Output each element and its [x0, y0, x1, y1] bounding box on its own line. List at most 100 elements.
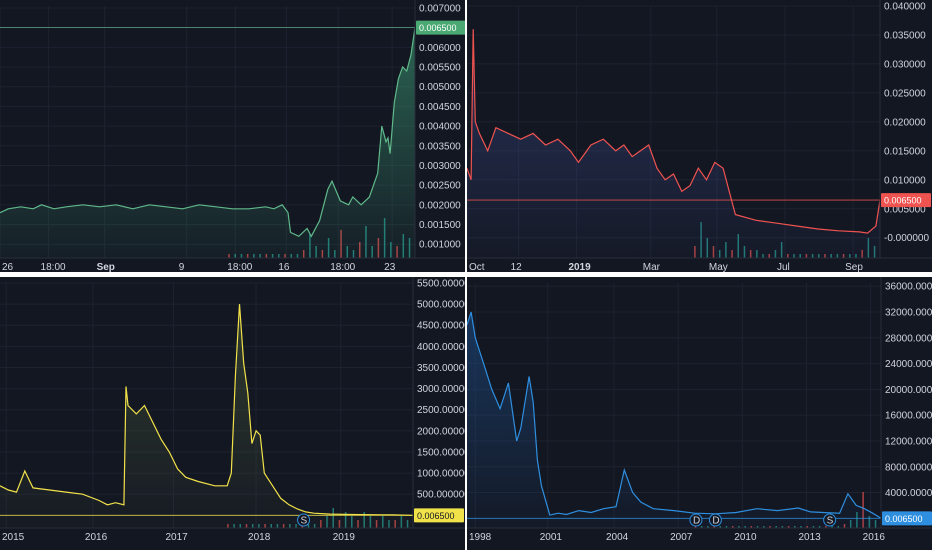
event-marker[interactable]	[823, 513, 837, 527]
y-tick-label: 0.010000	[884, 175, 926, 186]
x-tick-label: 2001	[540, 532, 563, 543]
y-tick-label: 4000.000000	[417, 342, 465, 353]
series-area	[0, 27, 415, 259]
y-tick-label: 5000.000000	[417, 300, 465, 311]
y-tick-label: 0.002000	[419, 200, 461, 211]
x-tick-label: 18:00	[330, 262, 355, 272]
last-value-label: 0.006500	[419, 23, 457, 33]
x-tick-label: 16	[278, 262, 290, 272]
y-tick-label: 5500.000000	[417, 279, 465, 290]
y-tick-label: 0.001000	[419, 240, 461, 251]
event-marker-label: S	[827, 516, 834, 527]
x-tick-label: 2019	[333, 532, 356, 543]
last-value-badge	[414, 508, 464, 523]
event-marker[interactable]	[297, 513, 311, 527]
x-tick-label: 9	[179, 262, 185, 272]
x-tick-label: 18:00	[227, 262, 252, 272]
x-tick-label: 2004	[606, 532, 629, 543]
y-tick-label: 0.003500	[419, 141, 461, 152]
last-value-badge	[416, 20, 465, 35]
y-tick-label: 2500.000000	[417, 405, 465, 416]
y-tick-label: 0.035000	[884, 30, 926, 41]
chart-bottom-left: 500.000000 1000.000000 1500.000000 2000.000…	[0, 277, 465, 543]
x-tick-label: 18:00	[41, 262, 66, 272]
x-tick-label: May	[709, 262, 728, 272]
last-value-label: 0.006500	[885, 514, 923, 524]
series-area	[0, 304, 413, 528]
y-tick-label: 0.002500	[419, 181, 461, 192]
x-tick-label: 23	[384, 262, 396, 272]
y-tick-label: 0.003000	[419, 161, 461, 172]
y-tick-label: 0.040000	[884, 2, 926, 13]
y-tick-label: 0.020000	[884, 117, 926, 128]
x-tick-label: 26	[2, 262, 14, 272]
event-marker-label: S	[301, 516, 308, 527]
y-tick-label: 1000.000000	[417, 469, 465, 480]
chart-panel-bottom-left[interactable]: 500.000000 1000.000000 1500.000000 2000.000…	[0, 277, 465, 550]
x-tick-label: Mar	[643, 262, 661, 272]
x-tick-label: Jul	[777, 262, 790, 272]
y-tick-label: 0.030000	[884, 59, 926, 70]
y-tick-label: 1500.000000	[417, 447, 465, 458]
x-tick-label: 2019	[568, 262, 591, 272]
y-tick-label: 0.015000	[884, 146, 926, 157]
y-tick-label: 4000.000000	[885, 488, 932, 499]
last-value-label: 0.006500	[417, 511, 455, 521]
y-tick-label: 16000.000000	[885, 411, 932, 422]
y-tick-label: 4500.000000	[417, 321, 465, 332]
y-tick-label: 0.007000	[419, 3, 461, 14]
y-tick-label: 2000.000000	[417, 426, 465, 437]
series-line	[467, 29, 881, 234]
y-tick-label: 0.005000	[419, 82, 461, 93]
x-tick-label: Sep	[845, 262, 863, 272]
series-area	[467, 29, 880, 259]
y-tick-label: 8000.000000	[885, 462, 932, 473]
chart-top-right: -0.000000 0.005000 0.010000 0.015000 0.02000…	[467, 0, 932, 272]
y-tick-label: 24000.000000	[885, 359, 932, 370]
y-tick-label: 0.005000	[884, 204, 926, 215]
y-tick-label: 3500.000000	[417, 363, 465, 374]
series-line	[0, 304, 414, 516]
y-tick-label: 500.000000	[417, 490, 465, 501]
y-tick-label: 0.006000	[419, 43, 461, 54]
x-tick-label: 12	[511, 262, 523, 272]
event-marker[interactable]	[689, 513, 703, 527]
x-tick-label: 2017	[165, 532, 188, 543]
y-tick-label: 0.001500	[419, 220, 461, 231]
y-tick-label: 0.004000	[419, 122, 461, 133]
x-tick-label: 1998	[469, 532, 492, 543]
x-tick-label: 2007	[670, 532, 693, 543]
x-tick-label: 2015	[2, 532, 25, 543]
y-tick-label: -0.000000	[884, 233, 929, 244]
chart-panel-top-right[interactable]: -0.000000 0.005000 0.010000 0.015000 0.02000…	[467, 0, 932, 272]
x-tick-label: Oct	[469, 262, 485, 272]
y-tick-label: 0.025000	[884, 88, 926, 99]
y-tick-label: 0.005500	[419, 63, 461, 74]
chart-panel-bottom-right[interactable]: 4000.000000 8000.000000 12000.000000 16000.…	[467, 277, 932, 550]
last-value-badge	[882, 511, 932, 526]
event-marker-label: D	[693, 516, 700, 527]
x-tick-label: Sep	[97, 262, 115, 272]
chart-bottom-right: 4000.000000 8000.000000 12000.000000 16000.…	[467, 277, 932, 543]
chart-top-left: 0.001000 0.001500 0.002000 0.002500 0.003000…	[0, 0, 465, 272]
y-tick-label: 32000.000000	[885, 308, 932, 319]
x-tick-label: 2010	[734, 532, 757, 543]
y-tick-label: 3000.000000	[417, 384, 465, 395]
y-tick-label: 20000.000000	[885, 385, 932, 396]
y-tick-label: 36000.000000	[885, 282, 932, 293]
series-line	[467, 311, 882, 519]
series-line	[0, 27, 416, 238]
x-tick-label: 2016	[85, 532, 108, 543]
event-marker[interactable]	[708, 513, 722, 527]
event-marker-label: D	[712, 516, 719, 527]
x-tick-label: 2013	[798, 532, 821, 543]
y-tick-label: 0.004500	[419, 102, 461, 113]
series-area	[467, 312, 881, 528]
last-value-badge	[881, 193, 931, 208]
x-tick-label: 2018	[248, 532, 271, 543]
chart-panel-top-left[interactable]: 0.001000 0.001500 0.002000 0.002500 0.003000…	[0, 0, 465, 272]
last-value-label: 0.006500	[884, 196, 922, 206]
y-tick-label: 28000.000000	[885, 333, 932, 344]
x-tick-label: 2016	[863, 532, 886, 543]
y-tick-label: 12000.000000	[885, 436, 932, 447]
